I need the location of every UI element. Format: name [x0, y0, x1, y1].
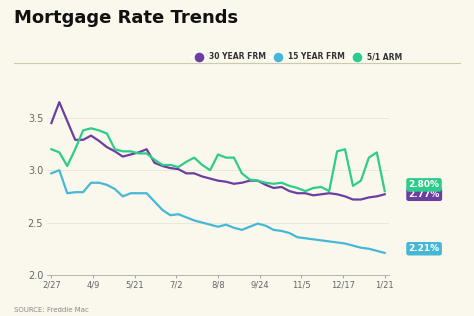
Text: SOURCE: Freddie Mac: SOURCE: Freddie Mac [14, 307, 89, 313]
Text: 2.21%: 2.21% [409, 244, 440, 253]
Text: 2.77%: 2.77% [409, 190, 440, 199]
Text: 2.80%: 2.80% [409, 180, 439, 189]
Text: Mortgage Rate Trends: Mortgage Rate Trends [14, 9, 238, 27]
Legend: 30 YEAR FRM, 15 YEAR FRM, 5/1 ARM: 30 YEAR FRM, 15 YEAR FRM, 5/1 ARM [188, 49, 405, 64]
